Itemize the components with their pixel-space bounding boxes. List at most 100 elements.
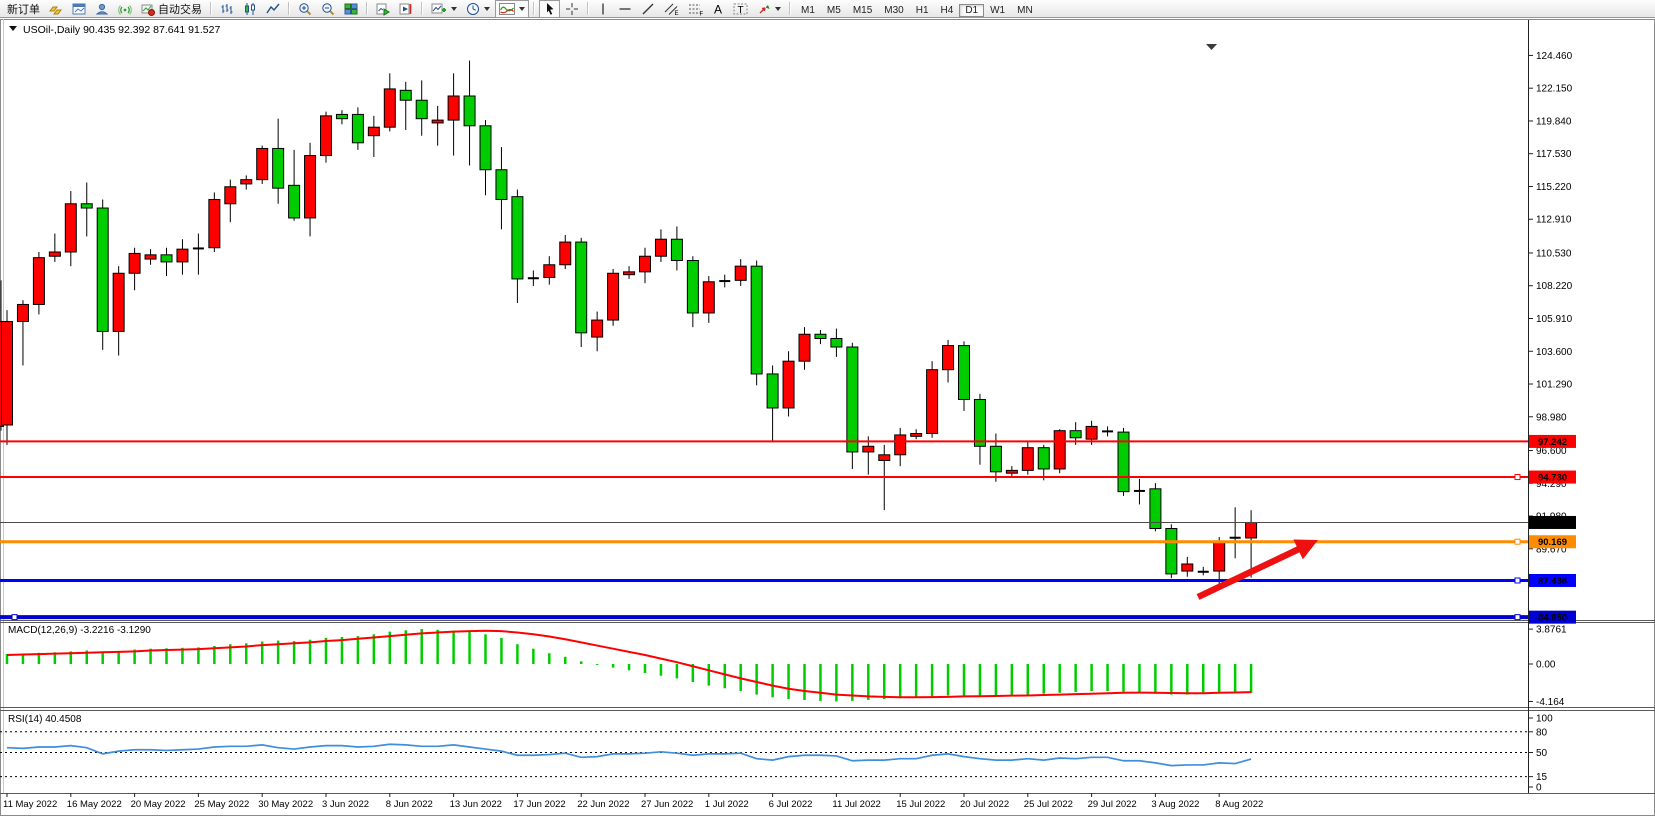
price-badge-label: 84.850	[1538, 613, 1567, 624]
macd-pane[interactable]: MACD(12,26,9) -3.2216 -3.1290	[5, 625, 1253, 702]
gold-bars-icon[interactable]	[45, 0, 67, 18]
zoom-in-icon[interactable]	[294, 0, 316, 18]
x-axis[interactable]: 11 May 2022 16 May 2022 20 May 2022 25 May …	[3, 793, 1263, 810]
candle	[335, 110, 348, 125]
auto-trading-button[interactable]: 自动交易	[137, 0, 206, 18]
line-handle[interactable]	[11, 614, 18, 621]
line-handle[interactable]	[1514, 538, 1521, 545]
candle	[367, 115, 380, 157]
auto-scroll-icon[interactable]	[372, 0, 394, 18]
price-badge	[1529, 470, 1576, 484]
toolbar-separator	[210, 2, 212, 15]
chevron-down-icon	[519, 6, 525, 11]
date-tick-label: 25 Jul 2022	[1024, 799, 1073, 810]
price-badge	[1529, 434, 1576, 448]
line-handle[interactable]	[1514, 614, 1521, 621]
period-button-M15[interactable]: M15	[852, 4, 873, 16]
date-tick-label: 11 May 2022	[3, 799, 57, 810]
fibonacci-tool-icon[interactable]: F	[684, 0, 707, 18]
candle	[383, 73, 396, 132]
chart-title: USOil-,Daily 90.435 92.392 87.641 91.527	[23, 24, 220, 36]
candle	[256, 145, 269, 184]
price-badge-label: 90.169	[1538, 537, 1567, 548]
text-label-tool-icon[interactable]: T	[729, 0, 752, 18]
candle	[1117, 427, 1130, 496]
text-tool-icon[interactable]: A	[708, 0, 728, 18]
crosshair-icon[interactable]	[561, 0, 583, 18]
candle	[272, 118, 285, 204]
candle	[686, 256, 699, 328]
period-button-W1[interactable]: W1	[990, 4, 1006, 16]
rsi-tick-label: 50	[1536, 748, 1548, 759]
period-button-M5[interactable]: M5	[826, 4, 841, 16]
line-chart-type-icon[interactable]	[262, 0, 284, 18]
zoom-out-icon[interactable]	[317, 0, 339, 18]
price-tick-label: 94.290	[1536, 479, 1567, 490]
trend-arrow-head[interactable]	[1293, 539, 1318, 560]
indicators-template-icon[interactable]	[495, 0, 529, 18]
date-tick-label: 30 May 2022	[258, 799, 313, 810]
tile-windows-icon[interactable]	[340, 0, 362, 18]
candlestick-chart-type-icon[interactable]	[239, 0, 261, 18]
price-tick-label: 105.910	[1536, 314, 1573, 325]
price-tick-label: 101.290	[1536, 380, 1573, 391]
period-button-MN[interactable]: MN	[1017, 4, 1033, 16]
period-button-M30[interactable]: M30	[884, 4, 904, 16]
trendline-tool-icon[interactable]	[637, 0, 659, 18]
candle	[431, 105, 444, 146]
price-badge-label: 87.436	[1538, 576, 1567, 587]
period-button-D1[interactable]: D1	[959, 3, 985, 17]
candle	[670, 226, 683, 271]
candle	[575, 237, 588, 348]
profile-icon[interactable]	[91, 0, 113, 18]
period-button-M1[interactable]: M1	[801, 4, 815, 16]
candle	[607, 269, 620, 326]
line-handle[interactable]	[1514, 577, 1521, 584]
cursor-icon[interactable]	[539, 0, 560, 18]
candle	[830, 328, 843, 357]
annotations-layer	[1196, 539, 1318, 600]
price-badge-label: 97.242	[1538, 437, 1567, 448]
periodicity-clock-icon[interactable]	[462, 0, 494, 18]
candle	[32, 251, 45, 315]
symbol-menu-icon[interactable]	[9, 26, 17, 31]
chart-shift-icon[interactable]	[395, 0, 417, 18]
candle	[543, 256, 556, 285]
chart-window-icon[interactable]	[68, 0, 90, 18]
bar-chart-type-icon[interactable]	[216, 0, 238, 18]
rsi-pane[interactable]: RSI(14) 40.4508	[0, 714, 1528, 778]
new-chart-icon[interactable]	[427, 0, 461, 18]
horizontal-line-tool-icon[interactable]	[614, 0, 636, 18]
candle	[973, 393, 986, 465]
date-tick-label: 3 Jun 2022	[322, 799, 369, 810]
candle	[910, 429, 923, 440]
period-button-H1[interactable]: H1	[915, 4, 929, 16]
trend-arrow-shaft[interactable]	[1196, 544, 1304, 600]
candle	[144, 249, 157, 265]
period-button-H4[interactable]: H4	[940, 4, 954, 16]
date-tick-label: 22 Jun 2022	[577, 799, 629, 810]
chart-shift-marker[interactable]	[1206, 44, 1217, 50]
arrows-tool-icon[interactable]	[753, 0, 785, 18]
equidistant-channel-tool-icon[interactable]: E	[660, 0, 683, 18]
candle	[1005, 466, 1018, 478]
vertical-line-tool-icon[interactable]	[593, 0, 613, 18]
macd-label: MACD(12,26,9) -3.2216 -3.1290	[8, 625, 151, 636]
main-pane[interactable]	[0, 44, 1258, 586]
rsi-tick-label: 15	[1536, 772, 1548, 783]
signals-icon[interactable]	[114, 0, 136, 18]
new-order-button[interactable]: 新订单	[3, 0, 44, 18]
candle	[559, 234, 572, 270]
line-handle[interactable]	[1514, 474, 1521, 481]
toolbar-separator	[533, 2, 535, 15]
candle	[304, 142, 317, 237]
candle	[894, 427, 907, 467]
candle	[766, 365, 779, 441]
candle	[1133, 478, 1145, 505]
candle	[48, 233, 61, 262]
y-axis[interactable]: 124.460 122.150 119.840 117.530 115.220 112.9…	[1528, 51, 1576, 794]
candle	[862, 436, 875, 475]
price-tick-label: 96.600	[1536, 446, 1567, 457]
candle	[1229, 507, 1241, 559]
